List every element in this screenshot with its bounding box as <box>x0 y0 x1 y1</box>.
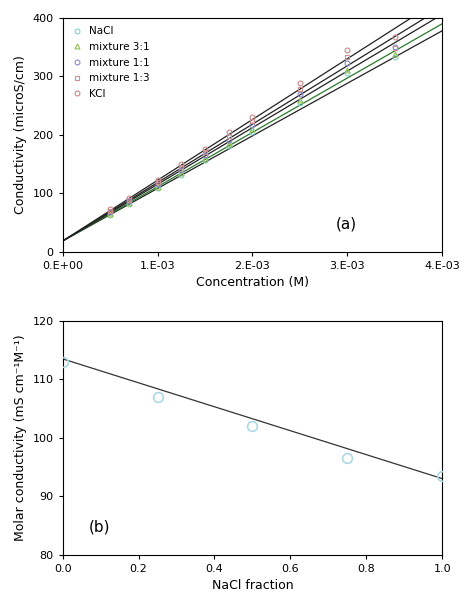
mixture 3:1 <box>178 170 184 177</box>
NaCl <box>178 171 184 179</box>
Legend: NaCl, mixture 3:1, mixture 1:1, mixture 1:3, KCl: NaCl, mixture 3:1, mixture 1:1, mixture … <box>68 23 152 102</box>
Line: mixture 1:1: mixture 1:1 <box>108 45 397 215</box>
mixture 3:1 <box>345 66 350 73</box>
Text: (a): (a) <box>336 216 357 231</box>
mixture 1:1 <box>297 91 303 98</box>
mixture 3:1 <box>126 199 132 207</box>
Text: (b): (b) <box>89 519 110 534</box>
NaCl <box>107 211 113 218</box>
Y-axis label: Molar conductivity (mS cm⁻¹M⁻¹): Molar conductivity (mS cm⁻¹M⁻¹) <box>14 335 27 541</box>
KCl <box>107 205 113 213</box>
mixture 1:3 <box>392 45 398 52</box>
mixture 3:1 <box>392 50 398 58</box>
NaCl <box>297 99 303 106</box>
NaCl <box>392 53 398 61</box>
KCl <box>392 33 398 40</box>
NaCl <box>126 201 132 208</box>
mixture 1:1 <box>250 122 255 129</box>
KCl <box>250 113 255 120</box>
mixture 1:3 <box>202 148 208 156</box>
NaCl <box>202 157 208 164</box>
NaCl <box>345 69 350 76</box>
Line: mixture 3:1: mixture 3:1 <box>108 52 397 216</box>
KCl <box>155 176 160 184</box>
X-axis label: NaCl fraction: NaCl fraction <box>211 579 293 592</box>
KCl <box>297 79 303 87</box>
NaCl <box>155 185 160 192</box>
Line: mixture 1:3: mixture 1:3 <box>108 46 397 213</box>
Line: NaCl: NaCl <box>108 55 397 217</box>
NaCl <box>226 142 231 150</box>
mixture 1:3 <box>250 117 255 124</box>
X-axis label: Concentration (M): Concentration (M) <box>196 276 309 289</box>
KCl <box>345 47 350 54</box>
mixture 1:1 <box>345 60 350 67</box>
mixture 1:1 <box>226 136 231 144</box>
mixture 3:1 <box>202 155 208 162</box>
mixture 1:1 <box>126 198 132 205</box>
Line: KCl: KCl <box>108 34 397 211</box>
mixture 1:3 <box>107 207 113 215</box>
mixture 1:3 <box>126 196 132 203</box>
mixture 1:1 <box>202 152 208 159</box>
mixture 3:1 <box>297 96 303 103</box>
mixture 3:1 <box>226 141 231 148</box>
KCl <box>226 128 231 136</box>
mixture 3:1 <box>107 210 113 217</box>
mixture 1:1 <box>392 44 398 51</box>
mixture 1:3 <box>178 164 184 171</box>
mixture 3:1 <box>250 126 255 133</box>
NaCl <box>250 128 255 135</box>
mixture 1:1 <box>178 167 184 174</box>
KCl <box>178 161 184 168</box>
mixture 1:1 <box>155 181 160 188</box>
mixture 1:1 <box>107 208 113 216</box>
mixture 1:3 <box>226 133 231 140</box>
mixture 1:3 <box>155 178 160 185</box>
mixture 3:1 <box>155 183 160 190</box>
mixture 1:3 <box>297 85 303 93</box>
mixture 1:3 <box>345 53 350 61</box>
KCl <box>126 194 132 201</box>
Y-axis label: Conductivity (microS/cm): Conductivity (microS/cm) <box>14 55 27 214</box>
KCl <box>202 145 208 152</box>
